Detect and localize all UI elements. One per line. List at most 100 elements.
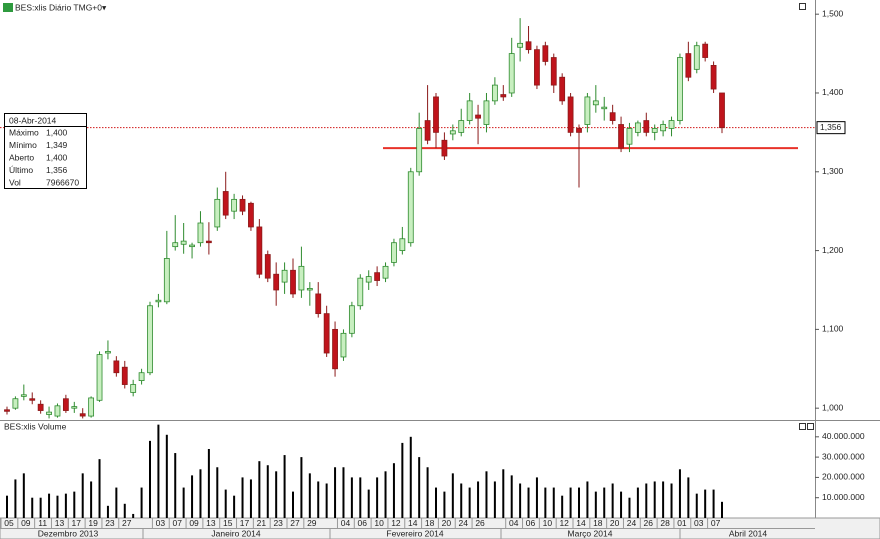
candle-body <box>20 394 27 397</box>
volume-bar <box>578 487 580 518</box>
candle-body <box>550 57 557 86</box>
volume-bar <box>140 487 143 518</box>
volume-bar <box>249 479 252 518</box>
volume-bar <box>721 501 723 518</box>
candle-body <box>433 96 439 133</box>
x-tick-label: 06 <box>358 518 368 528</box>
candle-body <box>508 53 515 94</box>
candle-body <box>264 254 271 279</box>
volume-bar <box>266 465 269 518</box>
volume-bar <box>670 483 673 518</box>
candle-body <box>542 45 549 62</box>
volume-bar <box>275 471 278 518</box>
month-label: Janeiro 2014 <box>211 528 260 538</box>
candle-body <box>475 114 481 119</box>
candle-body <box>441 139 448 157</box>
last-price-label: 1,356 <box>820 122 842 132</box>
volume-bar <box>14 479 17 518</box>
volume-bar <box>704 489 707 518</box>
candle-body <box>592 100 599 106</box>
window-button[interactable] <box>807 423 814 430</box>
x-tick-label: 23 <box>105 518 115 528</box>
candle-body <box>719 92 725 129</box>
candle-body <box>500 94 507 98</box>
volume-bar <box>39 497 42 518</box>
candle-body <box>298 265 305 291</box>
candle-body <box>407 171 414 244</box>
candle-body <box>458 120 465 133</box>
x-tick-label: 14 <box>408 518 418 528</box>
volume-bar <box>695 493 698 518</box>
volume-bar <box>90 481 93 518</box>
candle-body <box>54 405 61 417</box>
volume-bar <box>687 477 690 518</box>
volume-bar <box>620 491 623 518</box>
candle-body <box>180 240 187 245</box>
info-label: Mínimo <box>9 140 37 150</box>
volume-bar <box>628 497 631 518</box>
candle-body <box>340 332 347 358</box>
candle-body <box>71 406 78 409</box>
info-date: 08-Abr-2014 <box>9 115 57 125</box>
candle-body <box>626 128 633 145</box>
volume-bar <box>132 513 135 518</box>
info-label: Último <box>9 165 33 175</box>
x-tick-label: 17 <box>72 518 82 528</box>
info-label: Vol <box>9 177 21 187</box>
candle-body <box>584 96 591 125</box>
x-tick-label: 10 <box>374 518 384 528</box>
icon <box>3 3 13 12</box>
candle-body <box>559 76 566 102</box>
volume-bar <box>426 467 429 518</box>
volume-bar <box>64 493 67 518</box>
volume-bar <box>535 477 538 518</box>
volume-tick-label: 10.000.000 <box>822 492 865 502</box>
candle-body <box>205 240 212 244</box>
window-button[interactable] <box>799 423 806 430</box>
candle-body <box>643 120 650 133</box>
volume-bar <box>342 467 345 518</box>
candle-body <box>306 288 313 291</box>
y-tick-label: 1,300 <box>822 166 844 176</box>
x-tick-label: 13 <box>206 518 216 528</box>
volume-bar <box>56 495 59 518</box>
candle-body <box>79 413 86 417</box>
candle-body <box>197 222 204 244</box>
volume-bar <box>317 481 320 518</box>
volume-bar <box>384 471 387 518</box>
candle-body <box>189 244 195 248</box>
x-tick-label: 18 <box>593 518 603 528</box>
volume-bar <box>376 477 379 518</box>
candle-body <box>601 106 608 110</box>
volume-bar <box>350 477 353 518</box>
candle-body <box>491 84 498 102</box>
volume-bar <box>22 473 25 518</box>
volume-bar <box>73 491 76 518</box>
month-label: Fevereiro 2014 <box>386 528 443 538</box>
candle-body <box>702 43 709 58</box>
candle-body <box>449 130 456 135</box>
candle-body <box>46 411 52 415</box>
candle-body <box>113 360 120 374</box>
volume-bar <box>191 475 194 518</box>
candle-body <box>130 384 137 393</box>
volume-title: BES:xlis Volume <box>4 421 67 431</box>
candle-body <box>88 397 95 417</box>
volume-tick-label: 20.000.000 <box>822 472 865 482</box>
candle-body <box>651 128 658 133</box>
volume-bar <box>106 505 109 518</box>
info-value: 7966670 <box>46 177 79 187</box>
x-tick-label: 09 <box>21 518 31 528</box>
y-tick-label: 1,500 <box>822 8 844 18</box>
volume-bar <box>174 453 177 518</box>
volume-bar <box>468 487 471 518</box>
volume-bar <box>443 491 446 518</box>
candle-body <box>105 351 111 354</box>
x-tick-label: 24 <box>459 518 469 528</box>
x-tick-label: 05 <box>4 518 14 528</box>
chart-title: BES:xlis Diário TMG+0▾ <box>15 2 107 12</box>
x-tick-label: 07 <box>173 518 183 528</box>
x-tick-label: 03 <box>156 518 166 528</box>
window-button[interactable] <box>799 3 806 10</box>
